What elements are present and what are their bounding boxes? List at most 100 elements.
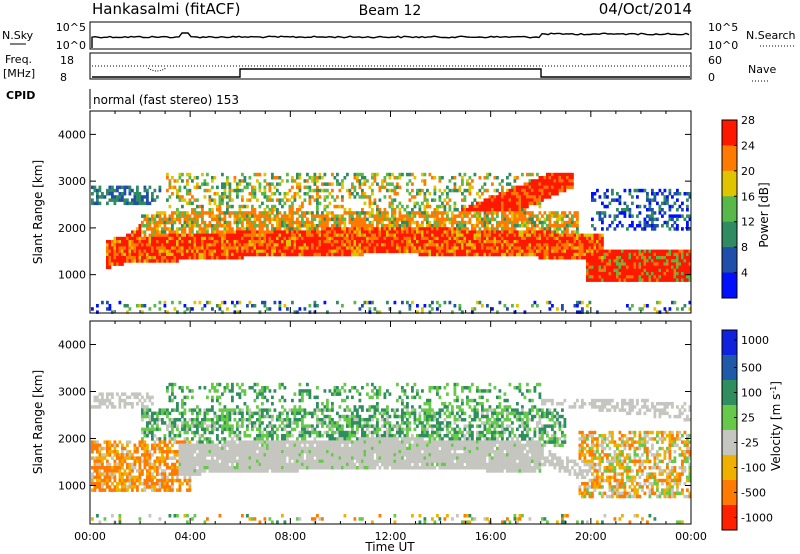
heatmap-cell [428, 172, 432, 177]
heatmap-cell [181, 246, 184, 250]
heatmap-cell [416, 201, 419, 206]
heatmap-cell [678, 214, 682, 218]
heatmap-cell [273, 300, 277, 305]
heatmap-cell [186, 459, 189, 464]
heatmap-cell [118, 459, 122, 464]
heatmap-cell [556, 172, 559, 177]
heatmap-cell [246, 211, 249, 215]
heatmap-cell [351, 252, 354, 257]
heatmap-cell [181, 230, 184, 234]
heatmap-cell [671, 214, 674, 218]
heatmap-cell [143, 430, 147, 435]
heatmap-cell [503, 304, 507, 308]
heatmap-cell [326, 249, 329, 254]
heatmap-cell [681, 265, 684, 270]
heatmap-cell [303, 233, 307, 238]
heatmap-cell [441, 192, 444, 196]
heatmap-cell [493, 236, 497, 241]
heatmap-cell [481, 249, 484, 254]
heatmap-cell [108, 307, 112, 311]
heatmap-cell [668, 265, 672, 270]
heatmap-cell [371, 182, 374, 186]
heatmap-cell [563, 230, 567, 234]
heatmap-cell [188, 240, 192, 244]
heatmap-cell [398, 243, 402, 247]
heatmap-cell [226, 220, 229, 225]
heatmap-cell [356, 243, 359, 247]
heatmap-cell [586, 240, 589, 244]
heatmap-cell [141, 240, 144, 244]
heatmap-cell [441, 246, 444, 250]
heatmap-cell [143, 405, 147, 409]
heatmap-cell [663, 249, 667, 254]
heatmap-cell [506, 230, 509, 234]
heatmap-cell [196, 198, 199, 202]
heatmap-cell [288, 224, 292, 228]
heatmap-cell [131, 240, 134, 244]
heatmap-cell [146, 392, 149, 396]
heatmap-cell [363, 220, 367, 225]
heatmap-cell [121, 482, 124, 486]
heatmap-cell [148, 220, 152, 225]
heatmap-cell [128, 450, 132, 454]
heatmap-cell [221, 211, 224, 215]
heatmap-cell [318, 249, 322, 254]
colorbar-tick-label: 24 [741, 139, 755, 152]
heatmap-cell [501, 230, 504, 234]
heatmap-cell [606, 275, 609, 279]
heatmap-cell [621, 256, 624, 260]
heatmap-cell [631, 256, 634, 260]
heatmap-cell [161, 469, 164, 473]
heatmap-cell [203, 243, 207, 247]
heatmap-cell [476, 211, 479, 215]
heatmap-cell [328, 249, 332, 254]
heatmap-cell [171, 230, 174, 234]
heatmap-cell [158, 220, 162, 225]
heatmap-cell [313, 198, 317, 202]
heatmap-cell [663, 272, 667, 276]
heatmap-cell [688, 214, 692, 218]
heatmap-cell [138, 459, 142, 464]
heatmap-cell [531, 230, 534, 234]
heatmap-cell [501, 227, 504, 231]
heatmap-cell [498, 201, 502, 206]
heatmap-cell [371, 300, 374, 305]
heatmap-cell [601, 272, 604, 276]
heatmap-cell [406, 227, 409, 231]
heatmap-cell [316, 243, 319, 247]
heatmap-cell [151, 195, 154, 199]
heatmap-cell [243, 185, 247, 190]
heatmap-cell [486, 201, 489, 206]
heatmap-cell [516, 249, 519, 254]
heatmap-cell [643, 220, 647, 225]
heatmap-cell [586, 246, 589, 250]
heatmap-cell [168, 236, 172, 241]
heatmap-cell [93, 398, 97, 403]
heatmap-cell [393, 233, 397, 238]
heatmap-cell [106, 240, 109, 244]
heatmap-cell [416, 211, 419, 215]
heatmap-cell [128, 307, 132, 311]
heatmap-cell [221, 243, 224, 247]
heatmap-cell [298, 176, 302, 180]
heatmap-cell [336, 249, 339, 254]
heatmap-cell [603, 278, 607, 282]
heatmap-cell [606, 252, 609, 257]
heatmap-cell [506, 220, 509, 225]
heatmap-cell [248, 240, 252, 244]
heatmap-cell [406, 243, 409, 247]
heatmap-cell [148, 459, 152, 464]
heatmap-cell [431, 236, 434, 241]
heatmap-cell [436, 217, 439, 222]
heatmap-cell [318, 188, 322, 193]
heatmap-cell [111, 198, 114, 202]
heatmap-cell [313, 179, 317, 183]
heatmap-cell [563, 249, 567, 254]
heatmap-cell [143, 408, 147, 412]
heatmap-cell [608, 256, 612, 260]
heatmap-cell [288, 198, 292, 202]
heatmap-cell [321, 249, 324, 254]
heatmap-cell [571, 252, 574, 257]
heatmap-cell [483, 252, 487, 257]
heatmap-cell [476, 233, 479, 238]
